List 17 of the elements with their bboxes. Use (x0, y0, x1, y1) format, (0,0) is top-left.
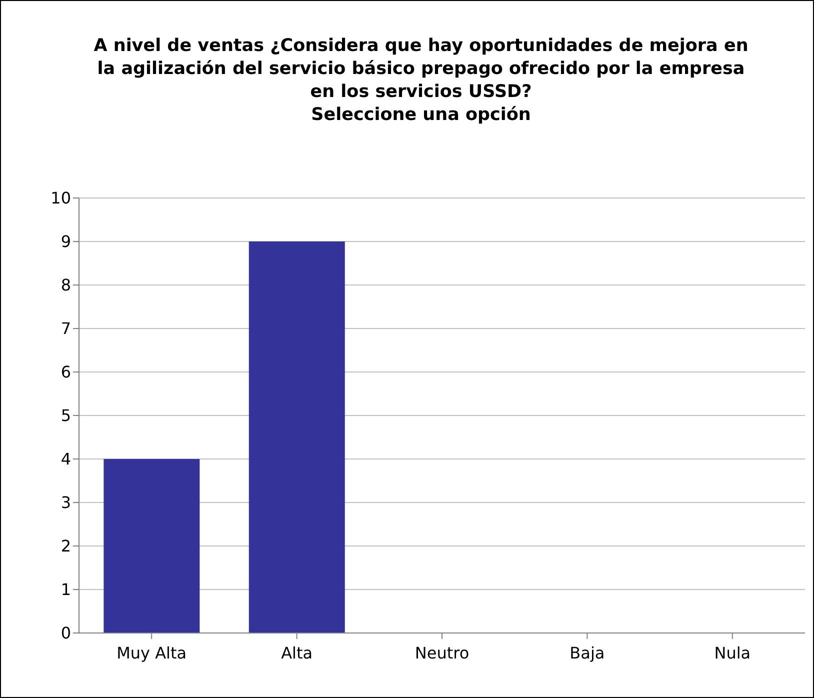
y-tick-label: 1 (60, 580, 71, 600)
y-tick-label: 10 (50, 188, 71, 208)
x-tick-label: Neutro (414, 643, 470, 662)
x-tick-label: Alta (281, 643, 313, 662)
y-tick-label: 8 (60, 276, 71, 295)
y-tick-label: 7 (60, 319, 71, 338)
x-tick-label: Nula (714, 643, 751, 662)
x-tick-label: Muy Alta (116, 643, 187, 662)
y-tick-label: 4 (60, 450, 71, 469)
y-tick-label: 0 (60, 624, 71, 643)
y-tick-label: 5 (60, 406, 71, 426)
x-tick-label: Baja (570, 643, 605, 662)
y-tick-label: 3 (60, 493, 71, 512)
chart-title: A nivel de ventas ¿Considera que hay oportunidades de mejora en la agilización del servicio básico prepago ofrecido por la empresa en los servicios USSD? Seleccione una opción (92, 35, 750, 127)
y-tick-label: 9 (60, 232, 71, 252)
y-tick-label: 2 (60, 536, 71, 556)
y-tick-label: 6 (60, 362, 71, 382)
